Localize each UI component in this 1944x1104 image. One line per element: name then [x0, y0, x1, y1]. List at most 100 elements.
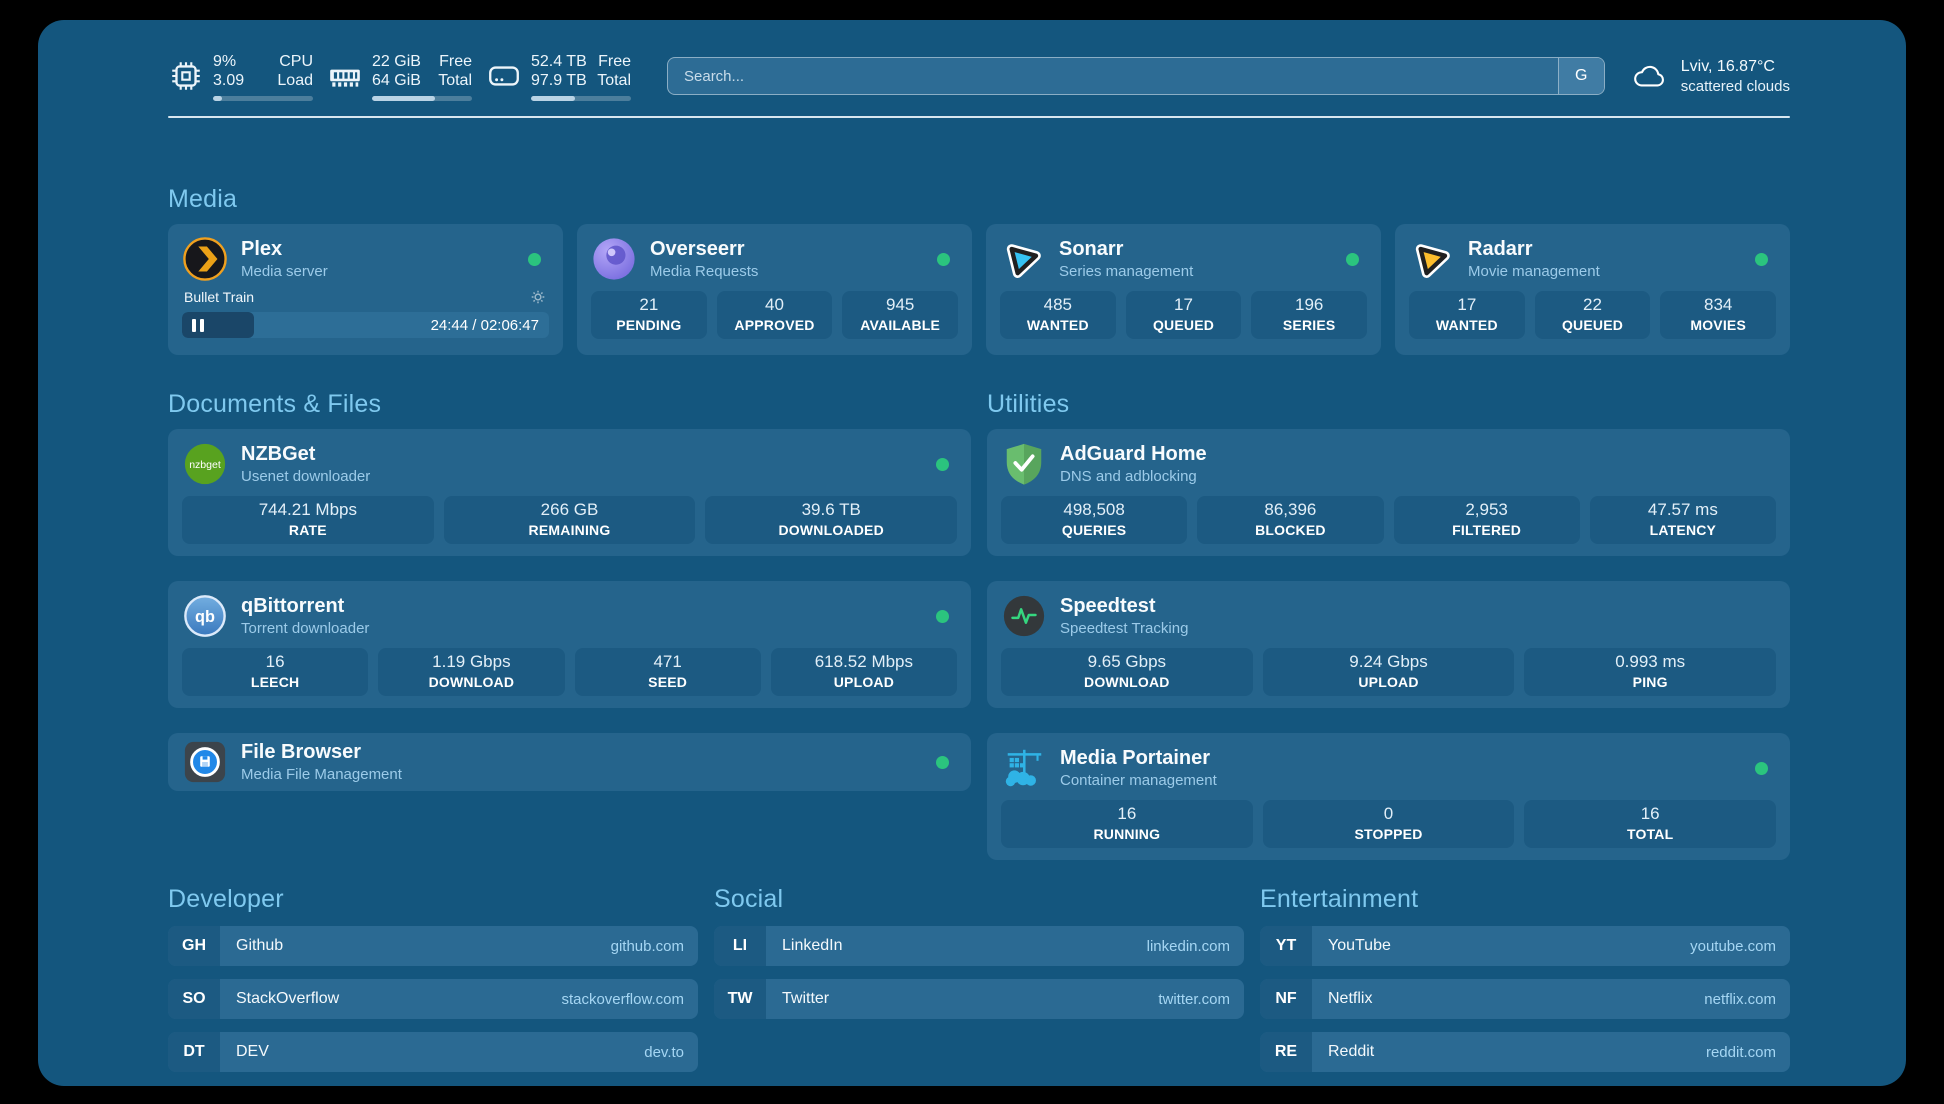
stat-tile: 618.52 Mbps UPLOAD — [770, 648, 957, 696]
cloud-icon — [1633, 65, 1664, 87]
stat-value: 834 — [1703, 295, 1733, 314]
search-engine-button[interactable]: G — [1557, 58, 1604, 94]
app-name: AdGuard Home — [1060, 443, 1207, 465]
stat-value: 2,953 — [1465, 500, 1508, 519]
app-name: qBittorrent — [241, 595, 345, 617]
stat-tile: 16 TOTAL — [1524, 800, 1777, 848]
app-card-nzbget[interactable]: nzbget NZBGet Usenet downloader 744.21 M… — [168, 429, 971, 556]
link-abbr: TW — [714, 979, 766, 1019]
section-title-social: Social — [714, 885, 784, 913]
disk-free-label: Free — [598, 52, 631, 70]
link-url: reddit.com — [1705, 1043, 1776, 1061]
stat-label: RUNNING — [1093, 826, 1161, 842]
stat-value: 0 — [1383, 804, 1394, 823]
app-card-speedtest[interactable]: Speedtest Speedtest Tracking 9.65 Gbps DO… — [987, 581, 1790, 708]
stat-value: 16 — [265, 652, 285, 671]
link-row[interactable]: TW Twitter twitter.com — [714, 979, 1244, 1019]
link-section-developer: Developer GH Github github.com SO StackOverf… — [168, 884, 698, 1072]
stat-tiles: 16 RUNNING 0 STOPPED 16 TOTAL — [1001, 800, 1777, 848]
stat-tile: 17 QUEUED — [1125, 291, 1242, 339]
stat-tile: 40 APPROVED — [716, 291, 833, 339]
disk-total-value: 97.9 TB — [531, 71, 587, 89]
link-row[interactable]: GH Github github.com — [168, 926, 698, 966]
documents-section: Documents & Files nzbget NZBGet Usenet d… — [168, 389, 971, 860]
svg-text:qb: qb — [195, 608, 215, 626]
app-name: Overseerr — [650, 238, 745, 260]
status-dot — [1346, 252, 1359, 266]
stat-tiles: 744.21 Mbps RATE 266 GB REMAINING 39.6 TB DOW… — [182, 496, 958, 544]
app-name: File Browser — [241, 741, 362, 763]
weather-condition: scattered clouds — [1680, 77, 1790, 95]
app-card-radarr[interactable]: Radarr Movie management 17 WANTED 22 QUEUED… — [1395, 224, 1790, 355]
stat-tile: 266 GB REMAINING — [443, 496, 696, 544]
stat-value: 22 — [1583, 295, 1602, 314]
app-card-plex[interactable]: Plex Media server Bullet Train — [168, 224, 563, 355]
link-row[interactable]: DT DEV dev.to — [168, 1032, 698, 1072]
stat-value: 17 — [1174, 295, 1193, 314]
stat-value: 1.19 Gbps — [432, 652, 511, 671]
stat-value: 744.21 Mbps — [258, 500, 357, 519]
app-subtitle: Usenet downloader — [241, 468, 371, 485]
stat-label: FILTERED — [1452, 522, 1522, 538]
now-playing-title: Bullet Train — [184, 289, 255, 305]
stat-tiles: 9.65 Gbps DOWNLOAD 9.24 Gbps UPLOAD 0.993 ms… — [1001, 648, 1777, 696]
stat-tile: 744.21 Mbps RATE — [182, 496, 434, 544]
app-subtitle: Media Requests — [650, 263, 759, 280]
section-title-media: Media — [168, 185, 238, 213]
app-name: Plex — [241, 238, 283, 260]
stat-value: 16 — [1117, 804, 1137, 823]
app-subtitle: Container management — [1060, 772, 1217, 789]
link-row[interactable]: LI LinkedIn linkedin.com — [714, 926, 1244, 966]
search-bar: G — [667, 57, 1605, 95]
status-dot — [936, 457, 949, 471]
pause-icon[interactable] — [192, 318, 204, 332]
stat-label: BLOCKED — [1255, 522, 1326, 538]
app-card-overseerr[interactable]: Overseerr Media Requests 21 PENDING 40 APPR… — [577, 224, 972, 355]
playback-time: 24:44 / 02:06:47 — [430, 316, 539, 334]
link-row[interactable]: SO StackOverflow stackoverflow.com — [168, 979, 698, 1019]
link-name: YouTube — [1328, 937, 1391, 954]
app-card-sonarr[interactable]: Sonarr Series management 485 WANTED 17 QUEU… — [986, 224, 1381, 355]
stat-tile: 47.57 ms LATENCY — [1589, 496, 1776, 544]
weather-widget[interactable]: Lviv, 16.87°C scattered clouds — [1631, 57, 1790, 96]
ram-total-value: 64 GiB — [372, 71, 421, 89]
disk-progress-fill — [531, 95, 575, 101]
gear-icon[interactable] — [529, 288, 547, 306]
link-name: LinkedIn — [782, 937, 843, 954]
link-row[interactable]: RE Reddit reddit.com — [1260, 1032, 1790, 1072]
app-name: NZBGet — [241, 443, 316, 465]
app-card-adguard[interactable]: AdGuard Home DNS and adblocking 498,508 Q… — [987, 429, 1790, 556]
portainer-icon — [1005, 749, 1042, 787]
disk-free-value: 52.4 TB — [531, 52, 587, 70]
stat-tile: 834 MOVIES — [1660, 291, 1777, 339]
link-name: Github — [236, 937, 284, 954]
link-name: Reddit — [1328, 1043, 1375, 1060]
stat-label: AVAILABLE — [860, 317, 941, 333]
stat-value: 618.52 Mbps — [814, 652, 914, 671]
app-card-portainer[interactable]: Media Portainer Container management 16 R… — [987, 733, 1790, 860]
stat-label: RATE — [288, 522, 327, 538]
stat-tile: 22 QUEUED — [1534, 291, 1651, 339]
stat-tile: 1.19 Gbps DOWNLOAD — [378, 648, 565, 696]
stat-tiles: 21 PENDING 40 APPROVED 945 AVAILABLE — [591, 291, 959, 339]
search-input[interactable] — [667, 57, 1605, 95]
app-card-filebrowser[interactable]: File Browser Media File Management — [168, 733, 971, 791]
stat-tiles: 17 WANTED 22 QUEUED 834 MOVIES — [1409, 291, 1777, 339]
ram-total-label: Total — [438, 71, 472, 89]
radarr-icon — [1415, 244, 1450, 278]
stat-tile: 498,508 QUERIES — [1001, 496, 1188, 544]
link-row[interactable]: YT YouTube youtube.com — [1260, 926, 1790, 966]
stat-label: REMAINING — [528, 522, 611, 538]
app-card-qbittorrent[interactable]: qb qBittorrent Torrent downloader 16 LEEC… — [168, 581, 971, 708]
disk-icon — [489, 66, 519, 86]
ram-progress-bar — [372, 95, 472, 101]
weather-location: Lviv, 16.87°C — [1680, 57, 1775, 75]
stat-label: TOTAL — [1626, 826, 1674, 842]
stat-value: 47.57 ms — [1647, 500, 1718, 519]
link-url: dev.to — [644, 1043, 684, 1061]
playback-progress-bar[interactable]: 24:44 / 02:06:47 — [182, 312, 549, 338]
qbittorrent-icon: qb — [184, 595, 226, 637]
link-row[interactable]: NF Netflix netflix.com — [1260, 979, 1790, 1019]
stat-tile: 0.993 ms PING — [1524, 648, 1777, 696]
stat-value: 0.993 ms — [1615, 652, 1686, 671]
